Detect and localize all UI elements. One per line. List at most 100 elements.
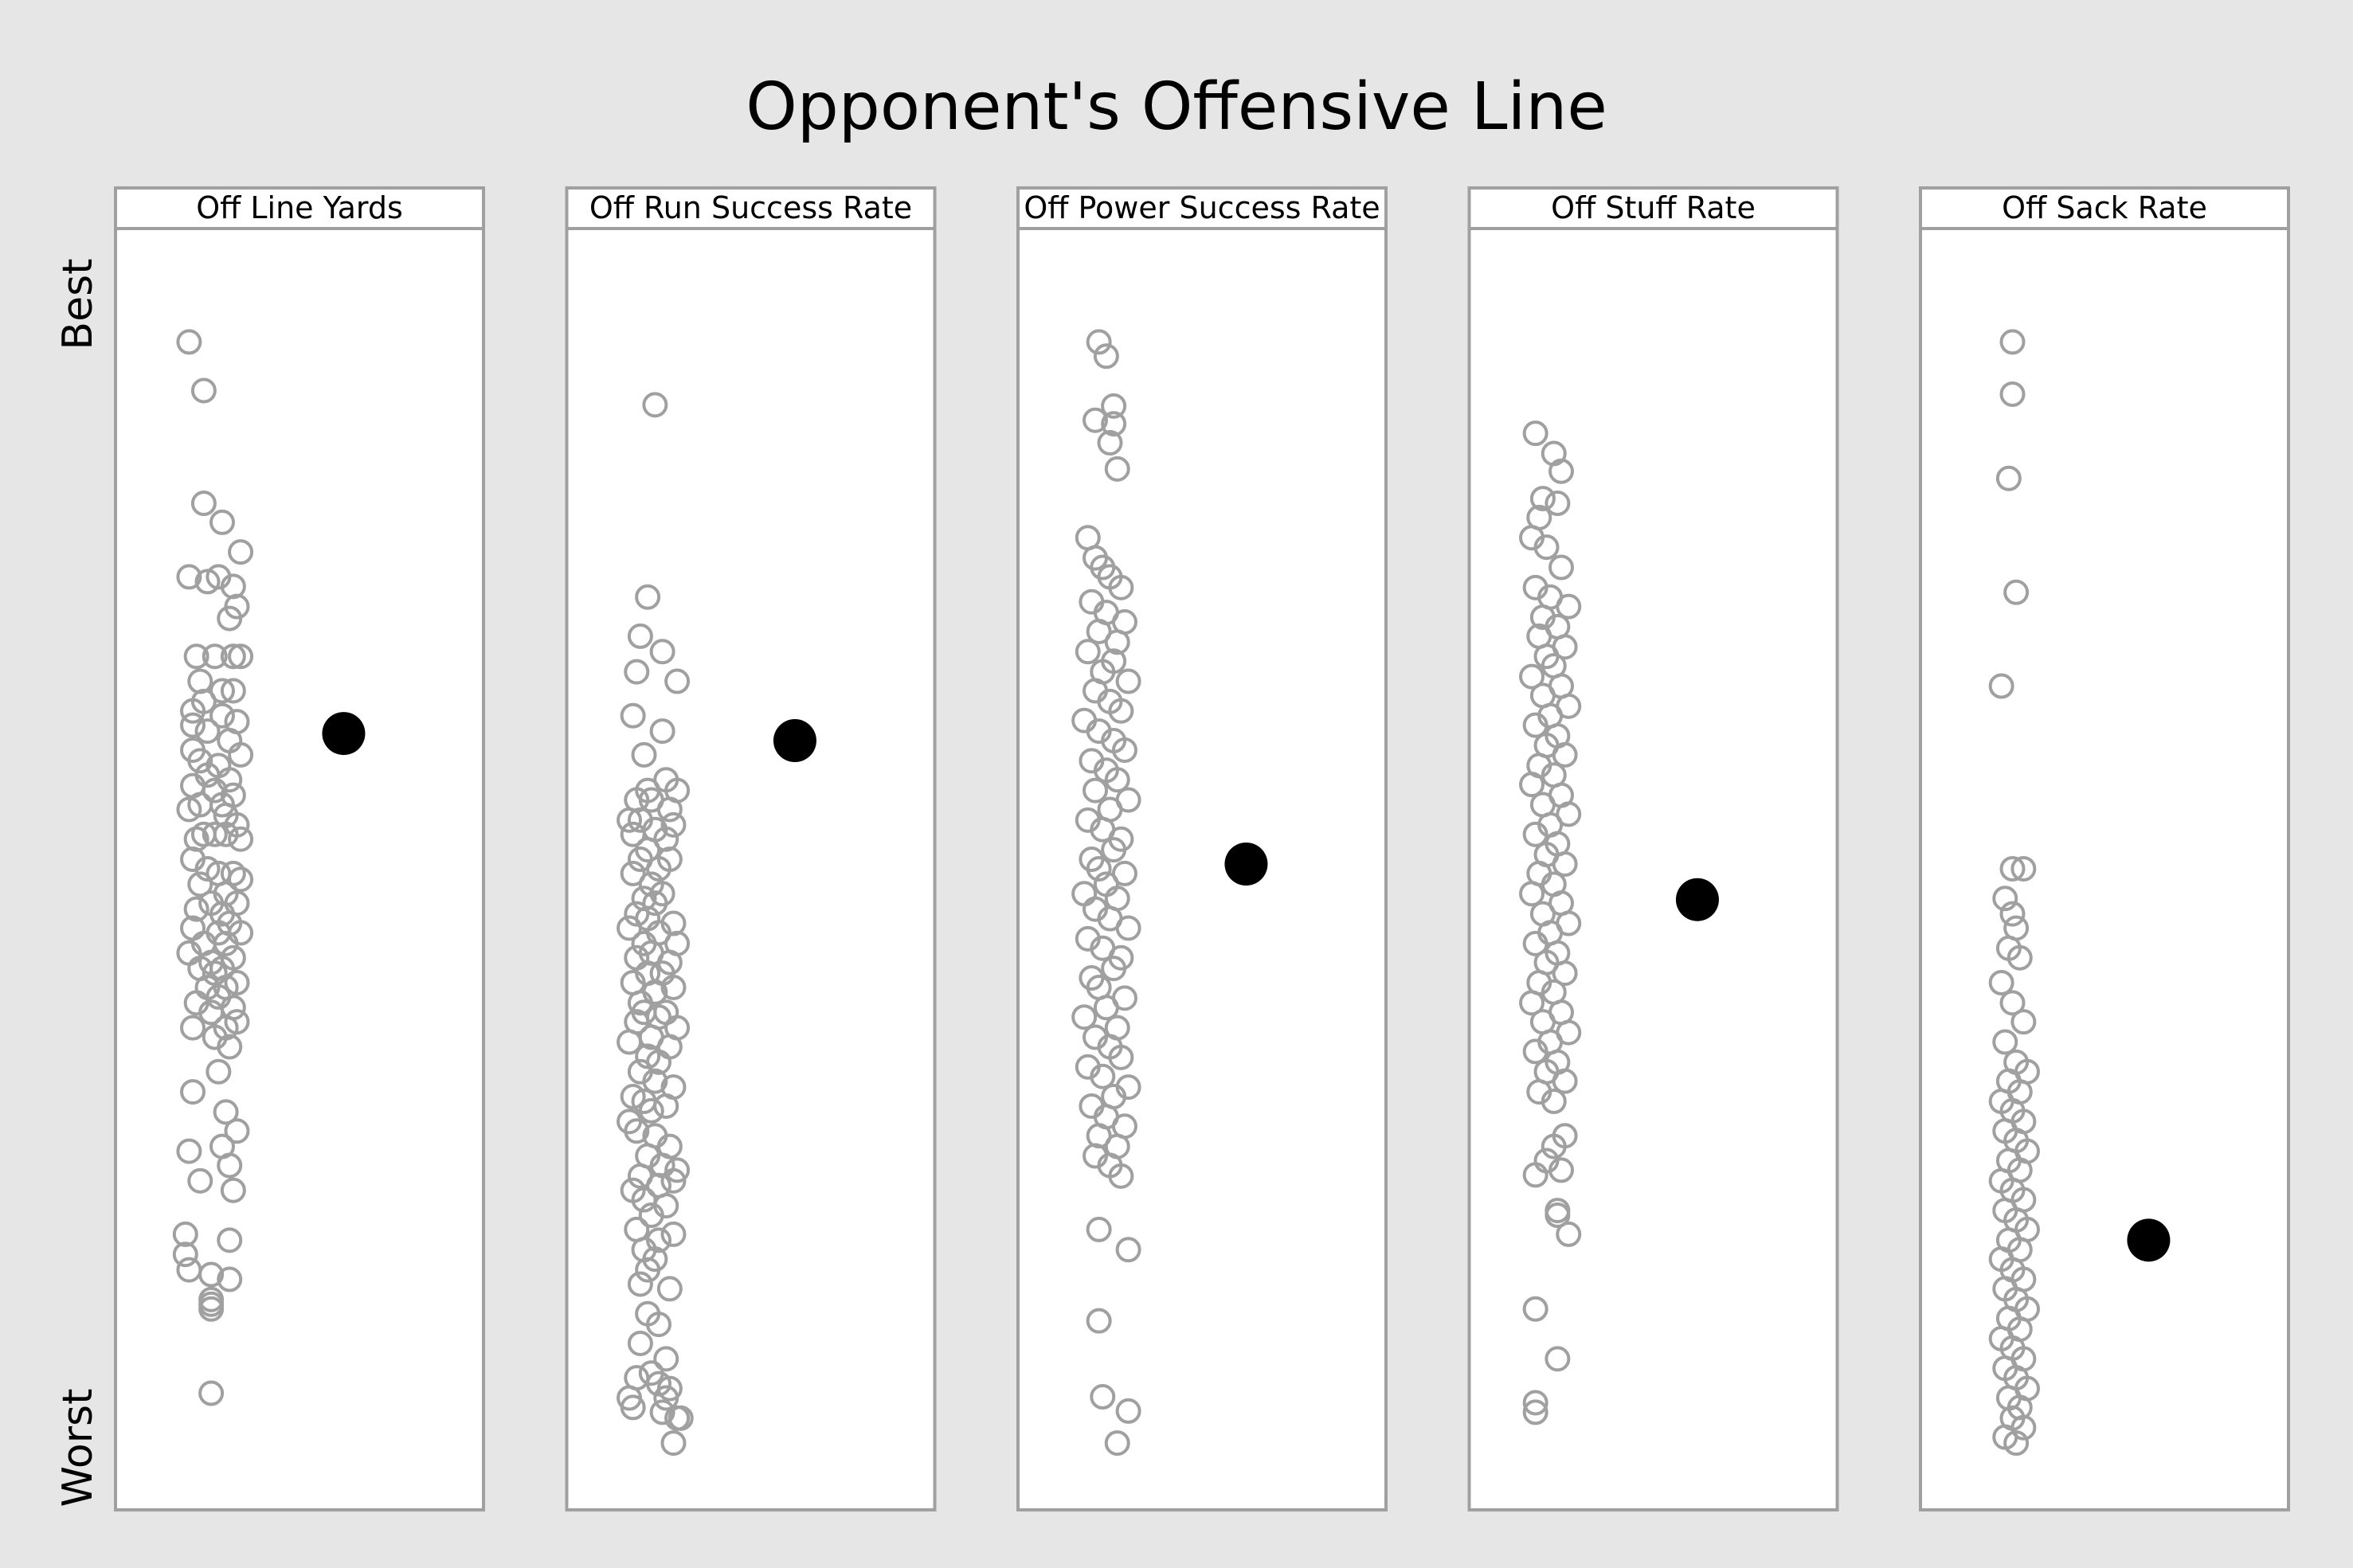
scatter-point bbox=[1541, 1089, 1567, 1114]
panel-plot-area bbox=[1920, 229, 2288, 1510]
scatter-point bbox=[646, 855, 671, 882]
scatter-point bbox=[638, 1097, 664, 1124]
scatter-point bbox=[1519, 881, 1545, 907]
scatter-point bbox=[1115, 1237, 1141, 1263]
scatter-point bbox=[176, 329, 202, 355]
scatter-point bbox=[1522, 1399, 1548, 1425]
panel-frame bbox=[1467, 186, 1839, 1511]
scatter-point bbox=[653, 1346, 679, 1372]
scatter-point bbox=[1522, 1162, 1548, 1188]
panel-title: Off Run Success Rate bbox=[589, 190, 912, 225]
scatter-point bbox=[1115, 668, 1141, 694]
scatter-point bbox=[228, 866, 254, 893]
scatter-point bbox=[194, 569, 221, 595]
scatter-point bbox=[1104, 1430, 1130, 1457]
panel-frame bbox=[1016, 186, 1388, 1511]
scatter-point bbox=[1101, 393, 1127, 419]
scatter-point bbox=[176, 796, 202, 823]
scatter-point bbox=[1108, 574, 1134, 600]
scatter-point bbox=[1108, 1044, 1134, 1070]
scatter-point bbox=[1519, 990, 1545, 1016]
scatter-point bbox=[1545, 491, 1571, 517]
scatter-point bbox=[653, 1093, 679, 1119]
scatter-point bbox=[1552, 741, 1578, 768]
scatter-point bbox=[194, 855, 221, 882]
scatter-point bbox=[206, 564, 232, 590]
scatter-point bbox=[627, 1271, 653, 1297]
scatter-point bbox=[1108, 698, 1134, 724]
scatter-point bbox=[224, 970, 250, 995]
panel-frame bbox=[114, 186, 485, 1511]
scatter-point bbox=[183, 643, 209, 670]
scatter-point bbox=[1992, 886, 2018, 912]
scatter-point bbox=[1519, 663, 1545, 690]
scatter-point bbox=[198, 1296, 225, 1322]
scatter-point bbox=[646, 1312, 671, 1338]
scatter-point bbox=[209, 678, 235, 704]
scatter-point bbox=[649, 1399, 675, 1425]
panel-1: Off Line Yards bbox=[114, 186, 485, 1511]
scatter-point bbox=[649, 718, 675, 745]
scatter-point bbox=[206, 1058, 232, 1085]
scatter-point bbox=[1545, 1346, 1571, 1372]
scatter-point bbox=[646, 1371, 671, 1397]
highlight-point bbox=[322, 712, 366, 756]
scatter-point bbox=[660, 1430, 687, 1457]
scatter-point bbox=[1097, 430, 1123, 456]
scatter-point bbox=[1111, 737, 1137, 763]
panel-header bbox=[1469, 188, 1838, 229]
scatter-point bbox=[642, 1068, 668, 1094]
panels-group: Off Line Yards Off Run Success Rate Off Po… bbox=[114, 186, 2290, 1511]
scatter-point bbox=[624, 659, 650, 685]
scatter-point bbox=[1552, 1068, 1578, 1094]
highlight-point bbox=[773, 719, 816, 763]
scatter-point bbox=[187, 748, 213, 774]
panel-frame bbox=[1919, 186, 2290, 1511]
scatter-point bbox=[620, 821, 646, 847]
panel-title: Off Sack Rate bbox=[2002, 190, 2207, 225]
scatter-point bbox=[624, 1118, 650, 1144]
scatter-point bbox=[617, 915, 643, 941]
panel-header bbox=[115, 188, 484, 229]
scatter-point bbox=[228, 826, 254, 852]
scatter-point bbox=[209, 702, 235, 729]
scatter-point bbox=[198, 1261, 225, 1288]
scatter-point bbox=[627, 623, 653, 649]
scatter-point bbox=[1083, 777, 1109, 804]
scatter-point bbox=[2003, 579, 2030, 605]
scatter-point bbox=[1071, 1004, 1098, 1030]
scatter-point bbox=[1995, 465, 2022, 491]
scatter-point bbox=[1548, 458, 1574, 484]
scatter-point bbox=[228, 539, 254, 565]
scatter-point bbox=[180, 1079, 206, 1105]
scatter-point bbox=[638, 1202, 664, 1229]
scatter-point bbox=[635, 1257, 661, 1283]
y-axis-worst-label: Worst bbox=[54, 1388, 102, 1507]
panel-frame bbox=[565, 186, 937, 1511]
scatter-point bbox=[183, 896, 209, 922]
scatter-point bbox=[213, 821, 239, 847]
panel-title: Off Stuff Rate bbox=[1551, 190, 1756, 225]
scatter-point bbox=[620, 702, 646, 729]
scatter-point bbox=[1552, 851, 1578, 877]
scatter-point bbox=[649, 639, 675, 665]
scatter-point bbox=[217, 1227, 243, 1253]
scatter-point bbox=[209, 509, 235, 535]
scatter-point bbox=[1104, 629, 1130, 655]
panel-plot-area bbox=[1469, 229, 1838, 1510]
scatter-point bbox=[617, 1029, 643, 1055]
scatter-point bbox=[1548, 1157, 1574, 1183]
scatter-point bbox=[642, 890, 668, 917]
scatter-point bbox=[1093, 343, 1119, 370]
scatter-point bbox=[1104, 456, 1130, 482]
scatter-point bbox=[213, 930, 239, 956]
scatter-point bbox=[620, 1394, 646, 1421]
scatter-point bbox=[660, 974, 687, 1000]
scatter-point bbox=[1992, 1029, 2018, 1055]
scatter-point bbox=[1115, 915, 1141, 941]
panel-title: Off Power Success Rate bbox=[1024, 190, 1380, 225]
scatter-point bbox=[1086, 855, 1112, 882]
scatter-point bbox=[202, 821, 228, 847]
scatter-point bbox=[1541, 1133, 1567, 1159]
